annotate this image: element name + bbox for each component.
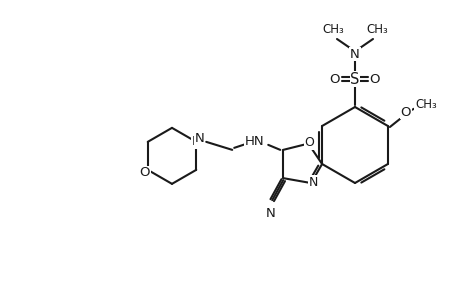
Text: S: S: [350, 71, 359, 86]
Text: N: N: [308, 176, 317, 189]
Text: CH₃: CH₃: [365, 22, 387, 35]
Text: O: O: [369, 73, 380, 85]
Text: CH₃: CH₃: [414, 98, 436, 110]
Text: O: O: [139, 167, 150, 179]
Text: N: N: [265, 207, 274, 220]
Text: N: N: [191, 135, 201, 148]
Text: N: N: [349, 47, 359, 61]
Text: O: O: [329, 73, 340, 85]
Text: N: N: [194, 132, 204, 146]
Text: HN: HN: [244, 135, 263, 148]
Text: O: O: [400, 106, 410, 118]
Text: CH₃: CH₃: [321, 22, 343, 35]
Text: O: O: [304, 136, 313, 149]
